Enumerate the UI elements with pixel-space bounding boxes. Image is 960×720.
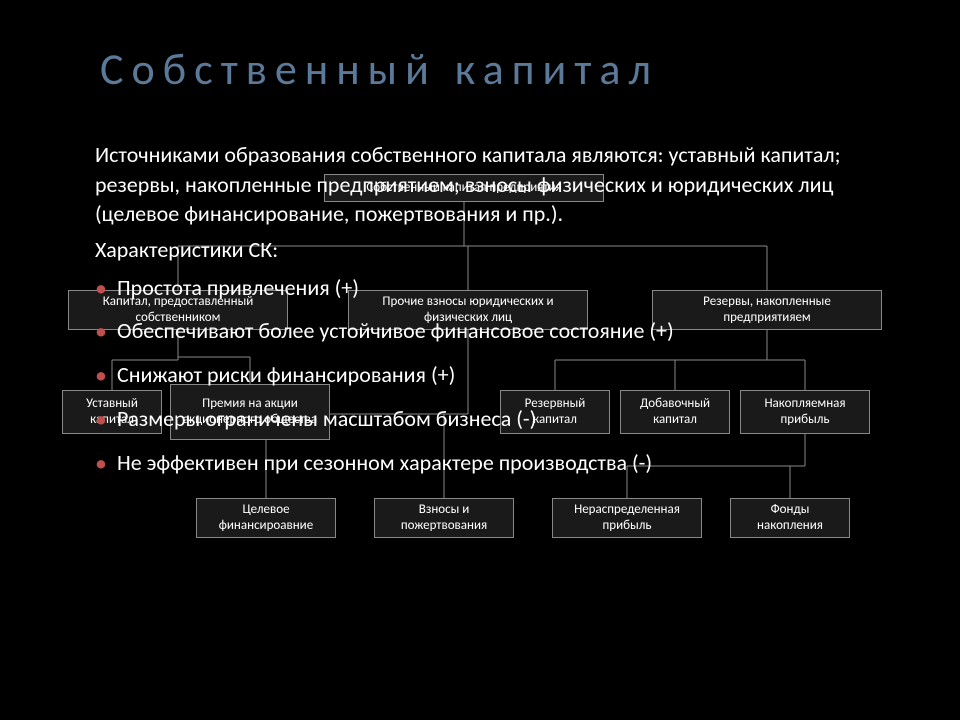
slide-body: Источниками образования собственного кап… (95, 140, 895, 491)
diagram-node-l4d: Фонды накопления (730, 498, 850, 538)
diagram-node-l4a: Целевое финансироавние (196, 498, 336, 538)
diagram-node-l4b: Взносы и пожертвования (374, 498, 514, 538)
list-item: Снижают риски финансирования (+) (95, 360, 895, 390)
list-item: Не эффективен при сезонном характере про… (95, 448, 895, 478)
characteristics-heading: Характеристики СК: (95, 235, 895, 265)
characteristics-list: Простота привлечения (+) Обеспечивают бо… (95, 273, 895, 477)
list-item: Размеры ограничены масштабом бизнеса (-) (95, 404, 895, 434)
list-item: Простота привлечения (+) (95, 273, 895, 303)
list-item: Обеспечивают более устойчивое финансовое… (95, 316, 895, 346)
diagram-node-l4c: Нераспределенная прибыль (552, 498, 702, 538)
slide-title: Собственный капитал (100, 42, 659, 96)
intro-paragraph: Источниками образования собственного кап… (95, 140, 895, 229)
